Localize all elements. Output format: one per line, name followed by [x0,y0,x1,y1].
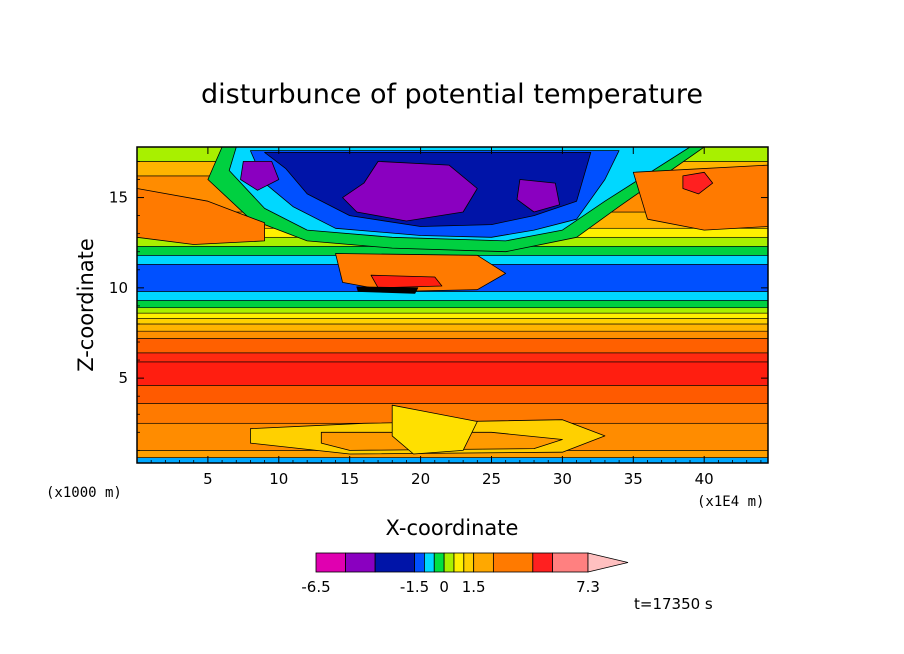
colorbar-swatch [345,552,376,573]
contour-region-purple-left [240,160,280,191]
colorbar-swatch [424,552,435,573]
y-axis: 5 10 15 [109,161,768,451]
contour-band-14 [137,291,768,301]
x-axis-label: X-coordinate [386,516,519,540]
contour-field [137,147,768,463]
colorbar: -6.5 -1.5 0 1.5 7.3 [301,552,629,596]
y-tick-label: 5 [118,369,128,387]
contour-band-8 [137,330,768,339]
contour-band-9 [137,323,768,332]
contour-band-12 [137,307,768,314]
colorbar-label: 0 [439,578,449,596]
colorbar-swatch [552,552,589,573]
colorbar-swatch [443,552,455,573]
x-tick-label: 40 [695,470,714,488]
x-tick-label: 30 [553,470,572,488]
colorbar-extend-arrow [587,552,629,573]
colorbar-swatch [414,552,425,573]
contour-band-0 [137,457,768,463]
x-tick-label: 15 [340,470,359,488]
plot-frame [136,146,769,464]
colorbar-swatch [463,552,475,573]
contour-band-4 [137,385,768,404]
contour-band-7 [137,338,768,354]
contour-band-5 [137,361,768,386]
contour-region-mid-red-core [370,274,443,289]
colorbar-swatch [315,552,346,573]
colorbar-label: 1.5 [462,578,486,596]
x-tick-label: 35 [624,470,643,488]
x-tick-label: 5 [203,470,213,488]
x-unit-left: (x1000 m) [46,485,122,501]
colorbar-swatch [374,552,415,573]
colorbar-swatch [532,552,553,573]
contour-region-purple-right [516,179,560,213]
x-unit-right: (x1E4 m) [697,494,764,510]
contour-region-black-stripe [356,286,419,294]
y-tick-label: 15 [109,189,128,207]
x-tick-label: 10 [269,470,288,488]
contour-region-left-orange-lobe [137,188,266,245]
y-tick-label: 10 [109,279,128,297]
y-axis-label: Z-coordinate [74,238,98,372]
contour-band-13 [137,300,768,309]
time-label: t=17350 s [634,595,713,613]
colorbar-swatch [453,552,465,573]
chart-title: disturbunce of potential temperature [201,79,703,110]
contour-band-10 [137,318,768,325]
colorbar-swatch [492,552,534,573]
contour-band-6 [137,352,768,363]
contour-region-upper-purple [342,160,478,222]
contour-region-right-orange-lobe [632,164,768,231]
contour-region-surface-bumps [391,404,478,455]
x-tick-label: 20 [411,470,430,488]
colorbar-label: 7.3 [576,578,600,596]
contour-band-11 [137,312,768,319]
colorbar-label: -1.5 [400,578,429,596]
x-tick-label: 25 [482,470,501,488]
colorbar-label: -6.5 [301,578,330,596]
colorbar-swatch [473,552,494,573]
x-axis: 5 10 15 20 25 30 35 40 [150,147,762,488]
colorbar-swatch [433,552,445,573]
contour-region-right-red-spot [682,171,714,195]
